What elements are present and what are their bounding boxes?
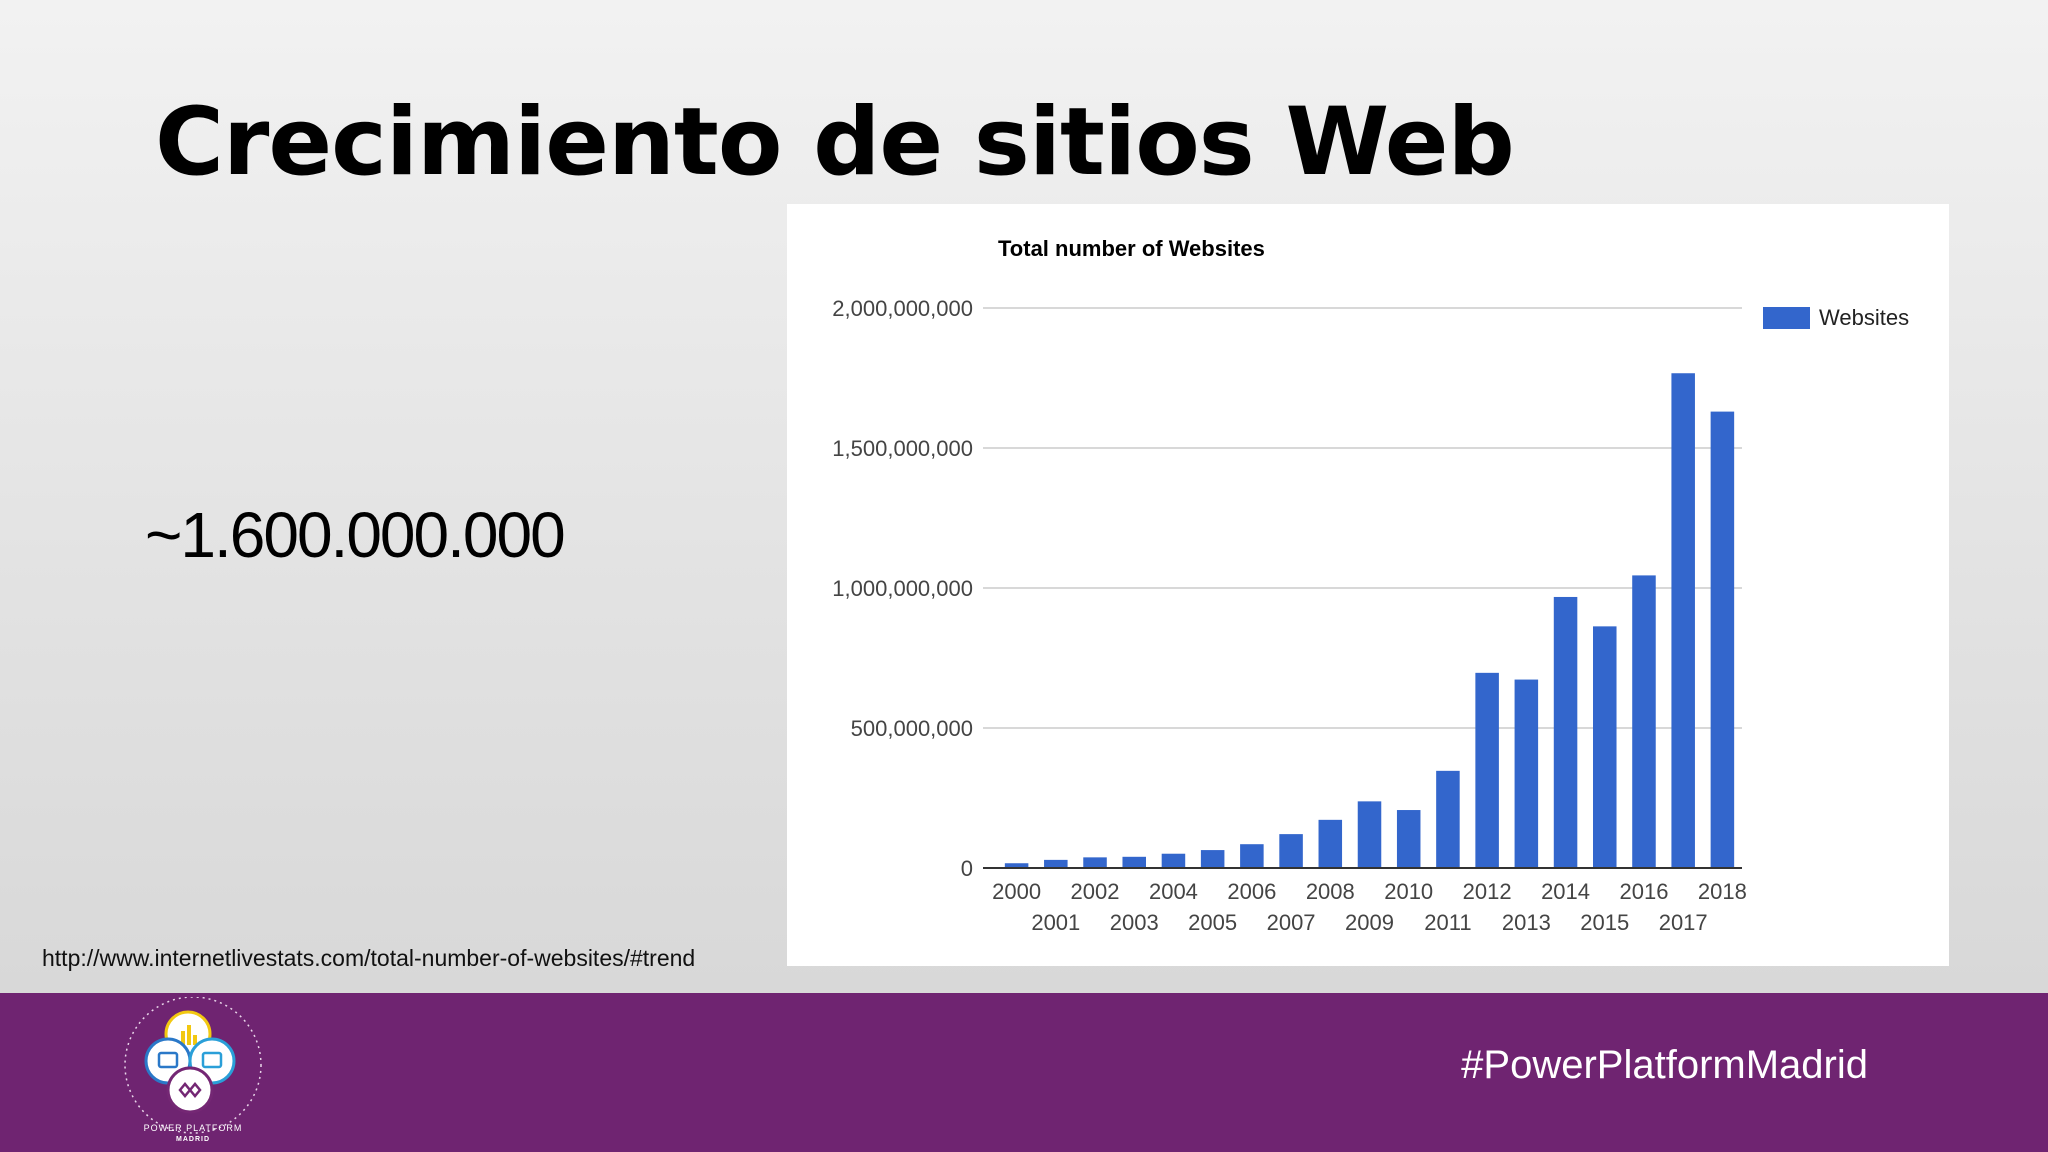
y-tick-label: 1,500,000,000 [832, 436, 973, 461]
x-tick-label: 2004 [1149, 879, 1198, 904]
bar [1004, 863, 1029, 868]
x-tick-label: 2003 [1110, 910, 1159, 935]
bar [1318, 819, 1343, 868]
x-tick-label: 2002 [1071, 879, 1120, 904]
x-tick-label: 2018 [1698, 879, 1747, 904]
y-tick-label: 0 [961, 856, 973, 881]
bar [1200, 850, 1225, 868]
source-link[interactable]: http://www.internetlivestats.com/total-n… [42, 945, 696, 971]
x-tick-label: 2017 [1659, 910, 1708, 935]
highlight-number: ~1.600.000.000 [145, 499, 566, 571]
x-tick-label: 2001 [1031, 910, 1080, 935]
slide-title: Crecimiento de sitios Web [155, 88, 1515, 197]
x-tick-label: 2007 [1267, 910, 1316, 935]
footer-hashtag: #PowerPlatformMadrid [1461, 1043, 1868, 1087]
x-tick-label: 2014 [1541, 879, 1590, 904]
bar [1514, 679, 1539, 868]
y-tick-label: 1,000,000,000 [832, 576, 973, 601]
x-tick-label: 2010 [1384, 879, 1433, 904]
bar [1710, 411, 1735, 868]
bar [1357, 801, 1382, 868]
bar [1044, 859, 1068, 868]
bar [1632, 575, 1656, 868]
x-tick-label: 2013 [1502, 910, 1551, 935]
y-tick-label: 500,000,000 [851, 716, 973, 741]
bar [1553, 596, 1578, 868]
bar [1161, 853, 1186, 868]
y-tick-label: 2,000,000,000 [832, 296, 973, 321]
legend-swatch [1763, 307, 1810, 329]
x-tick-label: 2012 [1463, 879, 1512, 904]
bar [1396, 810, 1421, 868]
bar [1593, 626, 1617, 868]
x-tick-label: 2011 [1424, 910, 1471, 935]
bar [1475, 672, 1499, 868]
logo-text-line1: POWER PLATFORM [144, 1123, 243, 1133]
x-tick-label: 2016 [1619, 879, 1668, 904]
chart-title: Total number of Websites [998, 236, 1265, 261]
bar [1240, 844, 1264, 868]
x-tick-label: 2008 [1306, 879, 1355, 904]
bar [1436, 770, 1460, 868]
x-tick-label: 2006 [1227, 879, 1276, 904]
x-tick-label: 2000 [992, 879, 1041, 904]
bar [1122, 856, 1146, 868]
logo-text-line2: MADRID [176, 1136, 210, 1143]
chart-card: Total number of Websites 0 500,000,000 1,00… [787, 204, 1949, 966]
x-tick-label: 2009 [1345, 910, 1394, 935]
websites-bar-chart: Total number of Websites 0 500,000,000 1,00… [832, 236, 1909, 935]
bar [1279, 834, 1303, 868]
power-platform-madrid-logo: POWER PLATFORM MADRID [124, 997, 262, 1143]
x-tick-label: 2015 [1580, 910, 1629, 935]
legend-label: Websites [1819, 305, 1909, 330]
footer-bar: POWER PLATFORM MADRID #PowerPlatformMadr… [0, 993, 2048, 1152]
bar [1083, 857, 1107, 868]
x-tick-label: 2005 [1188, 910, 1237, 935]
bar [1671, 373, 1695, 868]
